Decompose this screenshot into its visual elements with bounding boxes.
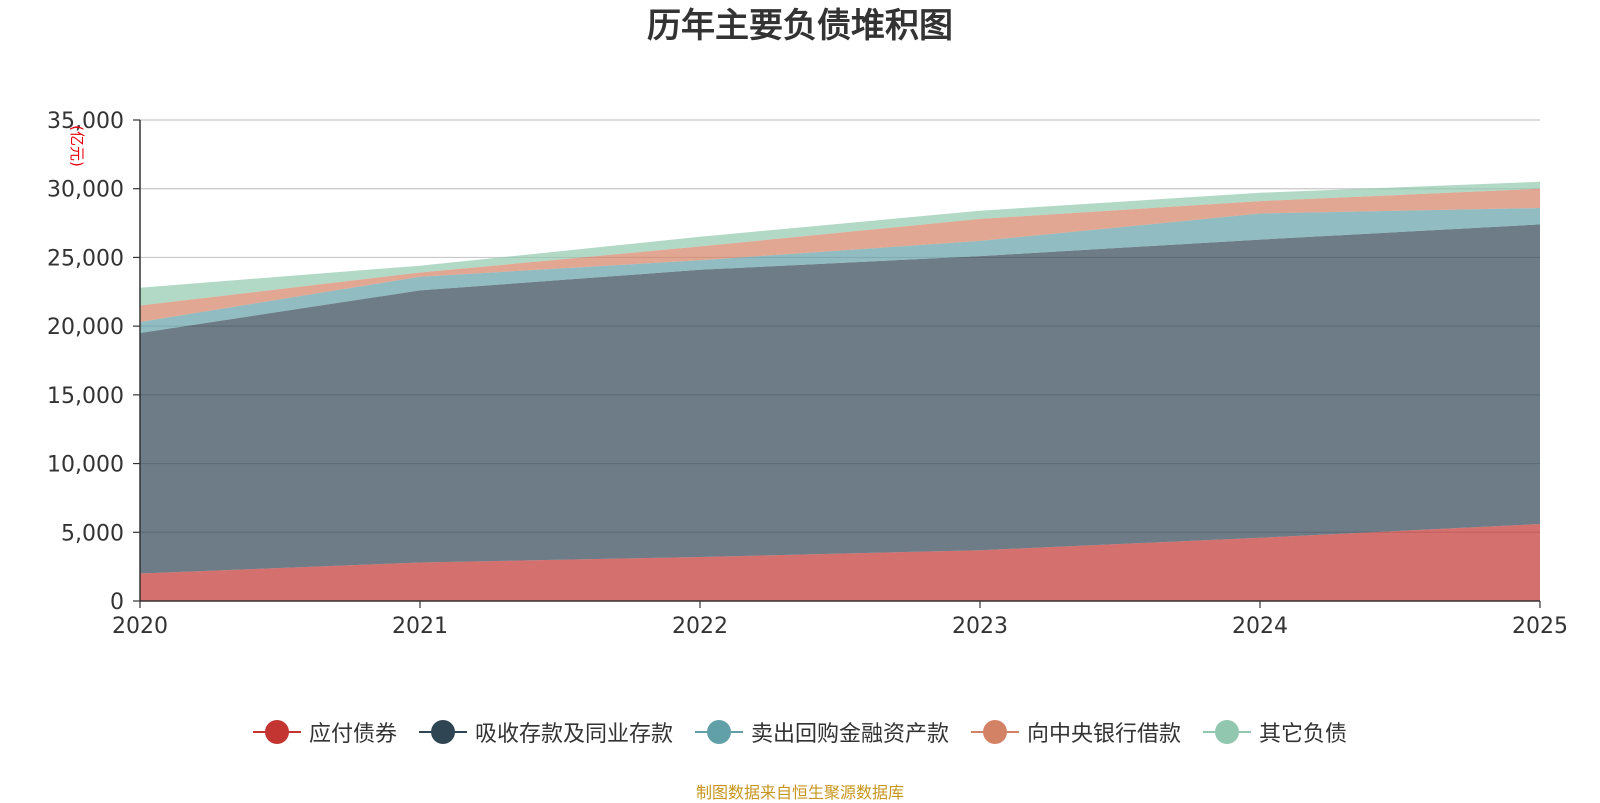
legend-label: 吸收存款及同业存款 xyxy=(474,722,673,747)
y-tick-label: 35,000 xyxy=(47,109,124,134)
legend-label: 应付债券 xyxy=(308,722,397,747)
legend-label: 向中央银行借款 xyxy=(1027,722,1182,747)
area-series[interactable] xyxy=(140,181,1540,306)
y-tick-label: 10,000 xyxy=(47,453,124,478)
legend-label: 卖出回购金融资产款 xyxy=(750,722,949,747)
legend-marker-icon xyxy=(1203,719,1252,745)
legend-item[interactable]: 应付债券 xyxy=(252,716,397,748)
legend-marker-icon xyxy=(252,719,301,745)
area-series[interactable] xyxy=(140,224,1540,574)
legend-item[interactable]: 吸收存款及同业存款 xyxy=(418,716,673,748)
x-tick-label: 2020 xyxy=(112,614,168,639)
y-tick-label: 0 xyxy=(110,590,124,615)
legend-item[interactable]: 卖出回购金融资产款 xyxy=(694,716,949,748)
legend: 应付债券 吸收存款及同业存款 卖出回购金融资产款 向中央银行借款 其它负债 xyxy=(0,716,1600,748)
x-tick-label: 2025 xyxy=(1512,614,1568,639)
y-tick-label: 15,000 xyxy=(47,384,124,409)
area-series[interactable] xyxy=(140,208,1540,333)
legend-item[interactable]: 向中央银行借款 xyxy=(971,716,1181,748)
y-tick-label: 25,000 xyxy=(47,246,124,271)
x-tick-label: 2022 xyxy=(672,614,728,639)
y-tick-label: 20,000 xyxy=(47,315,124,340)
axes xyxy=(133,119,1541,608)
x-tick-label: 2023 xyxy=(952,614,1008,639)
legend-item[interactable]: 其它负债 xyxy=(1203,716,1347,748)
legend-label: 其它负债 xyxy=(1259,722,1348,747)
x-tick-label: 2021 xyxy=(392,614,448,639)
y-tick-label: 30,000 xyxy=(47,178,124,203)
area-series[interactable] xyxy=(140,188,1540,322)
x-tick-label: 2024 xyxy=(1232,614,1288,639)
stacked-areas xyxy=(140,181,1540,601)
tick-labels: 0 5,000 10,000 15,000 20,000 25,000 30,000 35,0… xyxy=(47,109,1568,639)
chart-title: 历年主要负债堆积图 xyxy=(647,6,953,46)
legend-marker-icon xyxy=(971,719,1019,745)
legend-marker-icon xyxy=(694,719,743,745)
area-series[interactable] xyxy=(140,524,1540,601)
y-unit-label: (亿元) xyxy=(68,125,86,167)
source-note: 制图数据来自恒生聚源数据库 xyxy=(695,783,904,802)
y-tick-label: 5,000 xyxy=(61,521,124,546)
legend-marker-icon xyxy=(418,719,467,745)
